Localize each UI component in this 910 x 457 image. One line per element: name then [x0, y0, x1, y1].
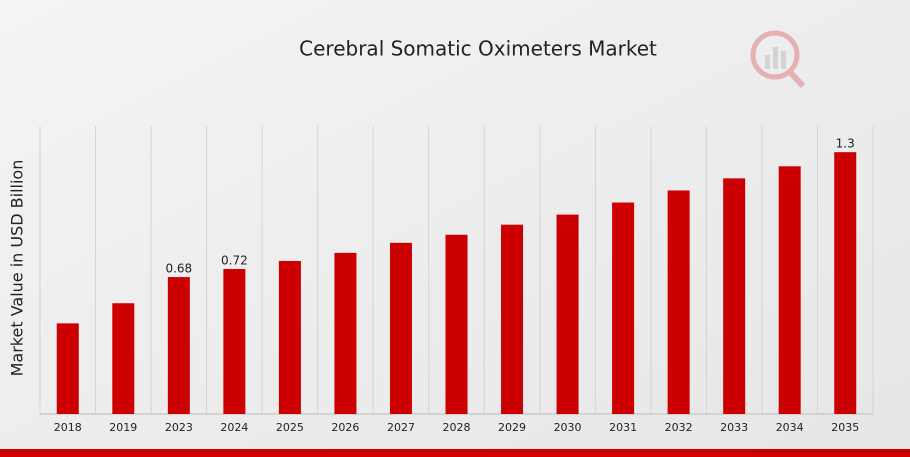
- bar: [445, 234, 468, 414]
- bar: [667, 190, 690, 414]
- x-tick-label: 2026: [331, 421, 359, 434]
- bar: [723, 178, 746, 414]
- x-tick-label: 2023: [165, 421, 193, 434]
- logo: [750, 30, 806, 89]
- x-tick-label: 2027: [387, 421, 415, 434]
- bar: [501, 224, 524, 414]
- y-axis-label: Market Value in USD Billion: [8, 160, 27, 377]
- x-tick-label: 2018: [54, 421, 82, 434]
- bar: [778, 166, 801, 414]
- bar: [56, 323, 79, 414]
- bar: [612, 202, 635, 414]
- x-tick-label: 2029: [498, 421, 526, 434]
- x-tick-label: 2030: [554, 421, 582, 434]
- x-tick-label: 2019: [109, 421, 137, 434]
- x-tick-label: 2032: [665, 421, 693, 434]
- bar: [167, 277, 190, 414]
- x-tick-label: 2025: [276, 421, 304, 434]
- bar: [112, 303, 135, 414]
- bar: [334, 252, 357, 414]
- data-label: 0.72: [221, 253, 248, 267]
- bar: [834, 152, 857, 414]
- data-label: 0.68: [165, 262, 192, 276]
- bar: [223, 268, 246, 414]
- data-label: 1.3: [836, 137, 855, 151]
- x-tick-label: 2028: [443, 421, 471, 434]
- x-tick-label: 2035: [831, 421, 859, 434]
- x-tick-label: 2024: [220, 421, 248, 434]
- x-tick-label: 2031: [609, 421, 637, 434]
- x-tick-label: 2033: [720, 421, 748, 434]
- footer-stripe: [0, 449, 910, 457]
- bar: [278, 260, 301, 414]
- bar: [389, 242, 412, 414]
- chart-title: Cerebral Somatic Oximeters Market: [299, 37, 657, 61]
- x-tick-label: 2034: [776, 421, 804, 434]
- bar: [556, 214, 579, 414]
